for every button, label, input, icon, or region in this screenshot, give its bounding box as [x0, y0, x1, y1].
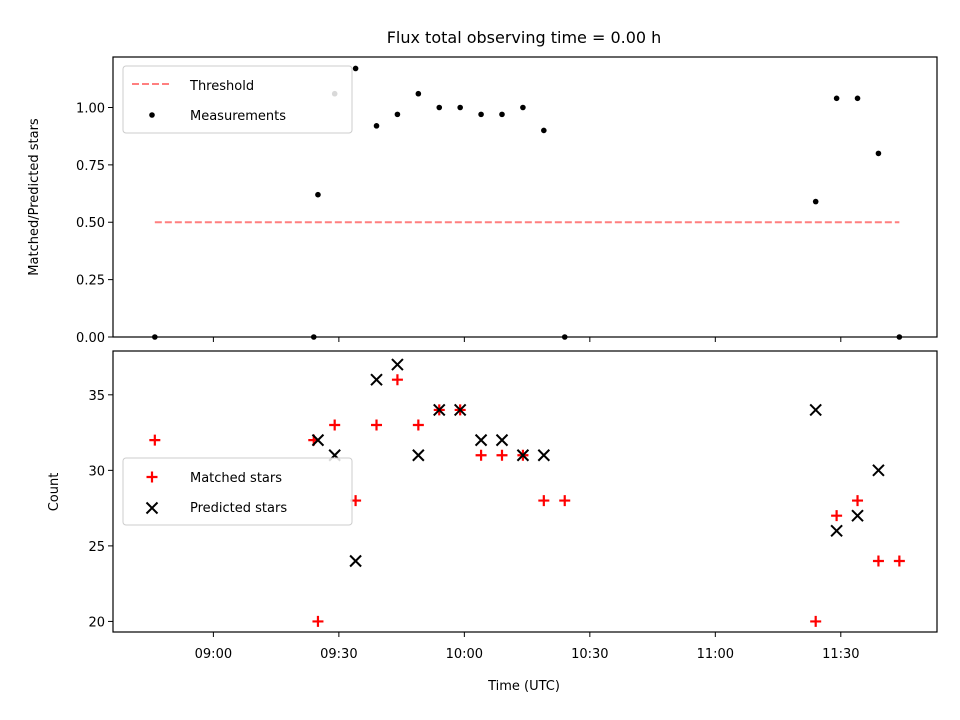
- x-axis-label: Time (UTC): [487, 679, 560, 694]
- predicted-star-point: [830, 524, 843, 537]
- measurement-point: [875, 150, 882, 157]
- x-tick-label: 11:30: [822, 647, 859, 662]
- matched-star-point: [412, 419, 424, 431]
- legend-measurements-swatch: [149, 112, 155, 118]
- matched-star-point: [872, 555, 884, 567]
- measurement-point: [315, 191, 321, 198]
- predicted-star-point: [433, 403, 446, 417]
- x-tick-label: 10:30: [571, 647, 608, 662]
- measurement-point: [854, 95, 861, 102]
- legend-predicted-swatch: [145, 501, 159, 515]
- predicted-star-point: [809, 403, 822, 417]
- measurement-point: [520, 104, 526, 111]
- predicted-star-point: [495, 433, 509, 447]
- x-tick-label: 11:00: [697, 647, 734, 662]
- bottom-legend: Matched stars Predicted stars: [122, 457, 353, 526]
- measurement-point: [499, 111, 505, 118]
- predicted-star-point: [349, 554, 362, 568]
- predicted-star-point: [453, 403, 467, 417]
- measurement-point: [352, 65, 359, 72]
- legend-box: [122, 65, 353, 134]
- predicted-star-point: [537, 449, 551, 462]
- measurement-point: [394, 111, 401, 118]
- matched-star-point: [559, 495, 571, 507]
- matched-star-point: [893, 555, 905, 567]
- top-y-tick-label: 0.75: [76, 159, 105, 174]
- top-y-tick-label: 0.25: [76, 274, 105, 289]
- bottom-y-tick-label: 30: [88, 464, 105, 479]
- matched-star-point: [852, 495, 864, 507]
- bottom-axes-frame: [112, 350, 938, 633]
- matched-star-point: [810, 615, 822, 627]
- matched-star-point: [329, 419, 341, 431]
- measurement-point: [373, 123, 380, 129]
- x-tick-label: 10:00: [446, 647, 483, 662]
- matched-star-point: [496, 449, 508, 461]
- predicted-star-point: [516, 449, 530, 462]
- matched-star-point: [475, 449, 487, 461]
- predicted-star-point: [851, 509, 864, 522]
- measurement-point: [812, 198, 819, 205]
- predicted-star-point: [311, 433, 325, 447]
- matched-star-point: [312, 615, 324, 627]
- top-axes-frame: [112, 56, 938, 338]
- legend-matched-swatch: [146, 471, 158, 483]
- measurement-point: [457, 104, 463, 111]
- matched-star-point: [538, 495, 550, 507]
- top-legend: Threshold Measurements: [122, 65, 353, 134]
- x-tick-label: 09:00: [195, 647, 232, 662]
- predicted-star-point: [474, 433, 488, 447]
- legend-measurements-label: Measurements: [190, 109, 286, 124]
- legend-box: [122, 457, 353, 526]
- measurement-point: [833, 95, 840, 102]
- predicted-star-point: [872, 464, 885, 477]
- matched-star-point: [831, 510, 843, 522]
- bottom-y-axis-label: Count: [47, 473, 62, 512]
- top-y-tick-label: 1.00: [76, 101, 105, 116]
- predicted-star-point: [370, 373, 383, 386]
- predicted-star-point: [391, 358, 404, 371]
- matched-star-point: [149, 434, 161, 446]
- top-y-tick-label: 0.50: [76, 216, 105, 231]
- chart-title: Flux total observing time = 0.00 h: [387, 28, 662, 47]
- bottom-y-tick-label: 35: [88, 389, 105, 404]
- bottom-y-tick-label: 25: [88, 540, 105, 555]
- top-panel: 0.00 0.25 0.50 0.75 1.00 Threshold Measurement…: [76, 56, 938, 346]
- predicted-star-point: [412, 449, 425, 462]
- bottom-y-tick-label: 20: [88, 615, 105, 630]
- measurement-point: [436, 104, 443, 111]
- measurement-point: [478, 111, 484, 118]
- legend-threshold-label: Threshold: [189, 79, 254, 94]
- matched-star-point: [391, 374, 403, 386]
- legend-predicted-label: Predicted stars: [190, 501, 287, 516]
- measurement-point: [541, 127, 547, 134]
- bottom-panel: 09:00 09:30 10:00 10:30 11:00 11:30 20 25 30 35 Ma…: [88, 350, 938, 662]
- matched-star-point: [371, 419, 383, 431]
- top-y-axis-label: Matched/Predicted stars: [27, 118, 42, 276]
- legend-matched-label: Matched stars: [190, 471, 282, 486]
- measurement-point: [415, 90, 422, 97]
- top-y-tick-label: 0.00: [76, 331, 105, 346]
- x-tick-label: 09:30: [320, 647, 357, 662]
